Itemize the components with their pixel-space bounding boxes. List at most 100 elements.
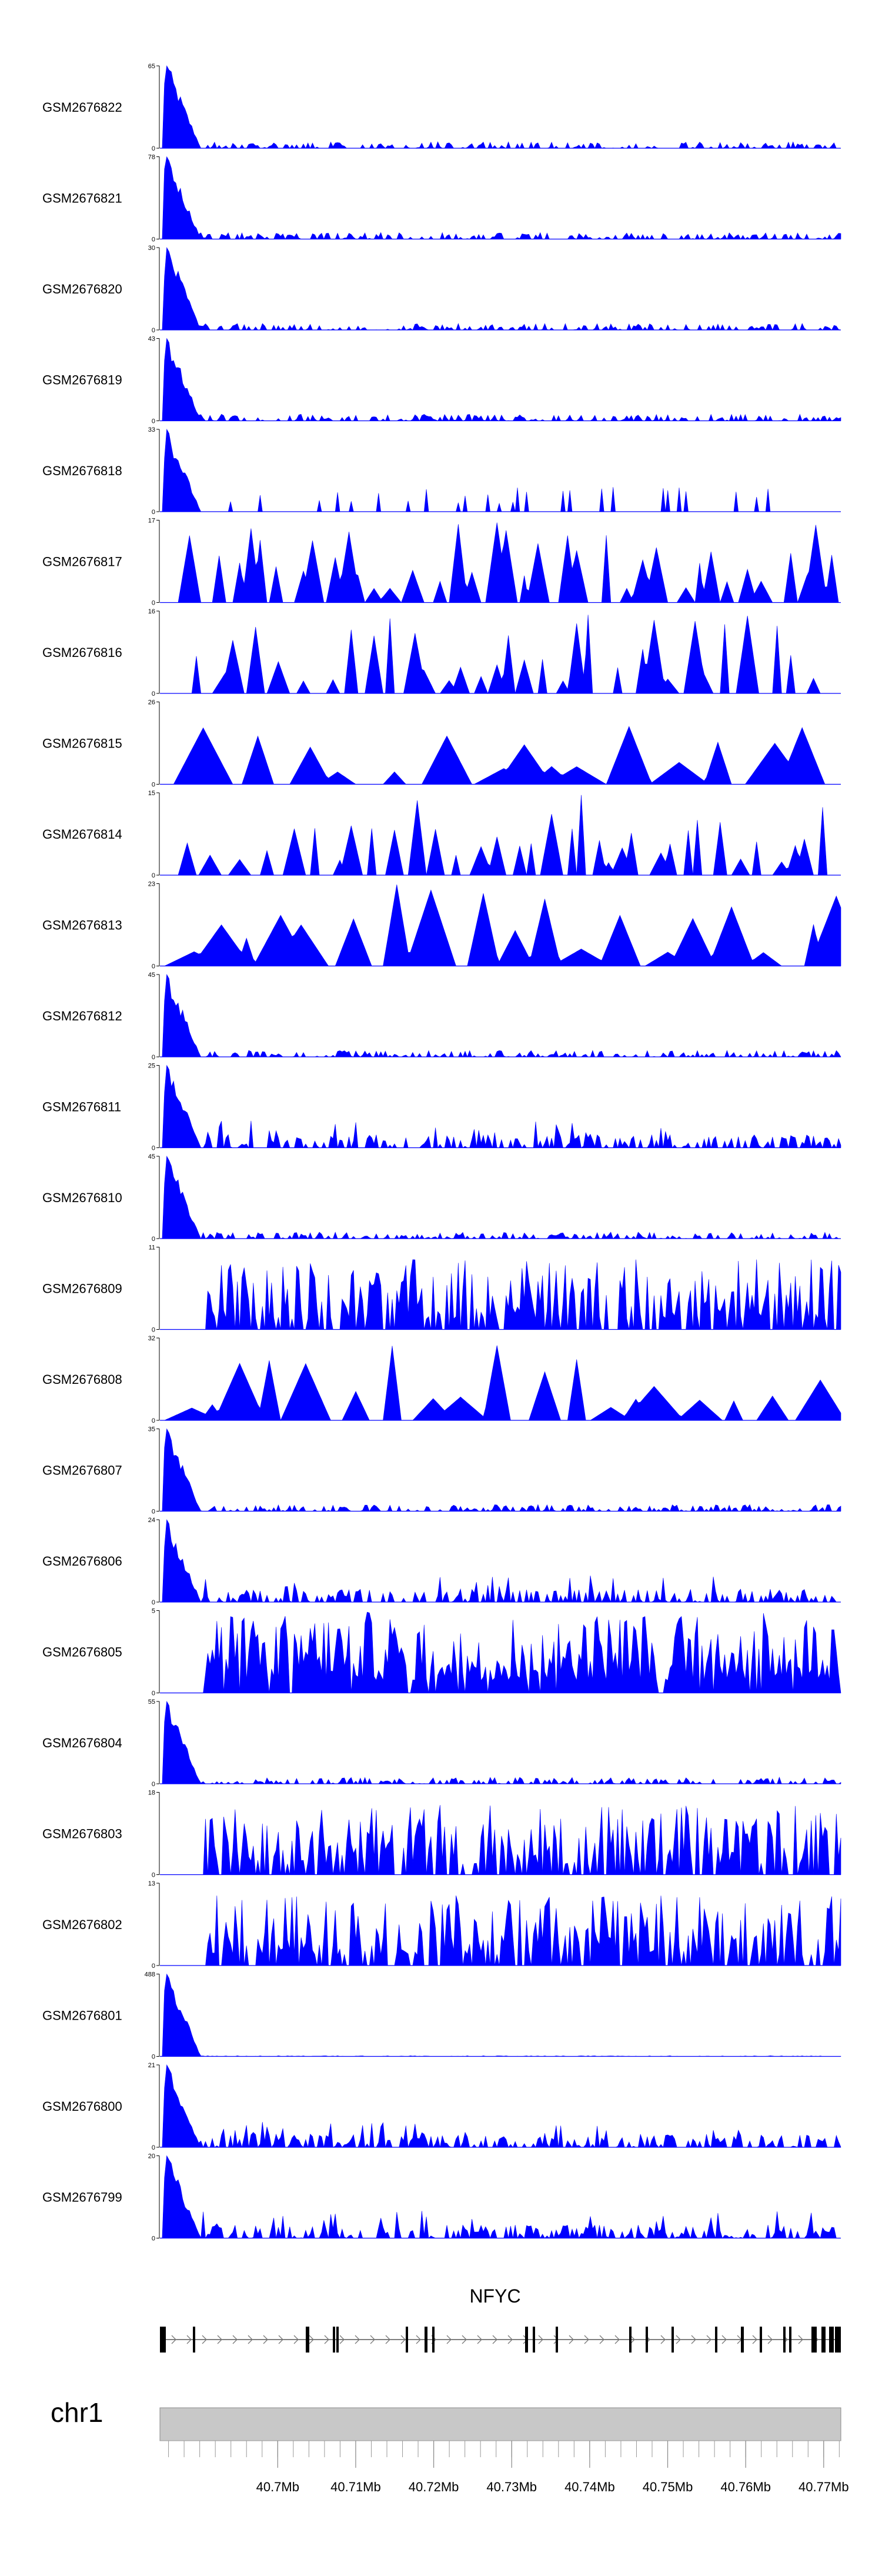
track-gsm2676811: GSM2676811 25 0 bbox=[42, 1063, 841, 1152]
coverage-area bbox=[160, 795, 841, 876]
coverage-area bbox=[160, 1428, 841, 1512]
coverage-area bbox=[160, 246, 841, 331]
track-ymax-label: 21 bbox=[148, 2062, 155, 2069]
gene-exon bbox=[760, 2327, 762, 2353]
strand-arrow bbox=[538, 2335, 543, 2344]
strand-arrow bbox=[217, 2335, 222, 2344]
track-label: GSM2676817 bbox=[42, 555, 122, 569]
track-ymin-label: 0 bbox=[152, 1145, 155, 1152]
track-gsm2676799: GSM2676799 20 0 bbox=[42, 2153, 841, 2243]
coverage-area bbox=[160, 1896, 841, 1966]
strand-arrow bbox=[186, 2335, 192, 2344]
track-ymin-label: 0 bbox=[152, 418, 155, 425]
strand-arrow bbox=[691, 2335, 696, 2344]
strand-arrow bbox=[492, 2335, 497, 2344]
track-ymax-label: 45 bbox=[148, 1153, 155, 1160]
track-ymin-label: 0 bbox=[152, 600, 155, 607]
track-label: GSM2676809 bbox=[42, 1282, 122, 1296]
track-label: GSM2676802 bbox=[42, 1917, 122, 1932]
track-gsm2676809: GSM2676809 11 0 bbox=[42, 1244, 841, 1334]
track-ymin-label: 0 bbox=[152, 690, 155, 698]
strand-arrow bbox=[293, 2335, 299, 2344]
gene-exon bbox=[835, 2327, 841, 2353]
track-gsm2676815: GSM2676815 26 0 bbox=[42, 699, 841, 789]
track-gsm2676805: GSM2676805 5 0 bbox=[42, 1608, 841, 1697]
track-gsm2676810: GSM2676810 45 0 bbox=[42, 1153, 841, 1243]
strand-arrow bbox=[446, 2335, 452, 2344]
chromosome-axis: chr1 40.7Mb 40.71Mb 40.72Mb 40.73Mb 40.74Mb 4… bbox=[51, 2397, 849, 2494]
gene-exon bbox=[525, 2327, 528, 2353]
gene-exon bbox=[783, 2327, 786, 2353]
strand-arrow bbox=[232, 2335, 238, 2344]
coverage-area bbox=[160, 2155, 841, 2239]
track-label: GSM2676805 bbox=[42, 1645, 122, 1660]
gene-annotation-track: NFYC bbox=[160, 2285, 841, 2353]
strand-arrow bbox=[752, 2335, 757, 2344]
track-ymax-label: 26 bbox=[148, 699, 155, 706]
track-ymax-label: 55 bbox=[148, 1699, 155, 1706]
strand-arrow bbox=[309, 2335, 314, 2344]
track-label: GSM2676819 bbox=[42, 373, 122, 388]
strand-arrow bbox=[385, 2335, 390, 2344]
coverage-area bbox=[160, 726, 841, 785]
strand-arrow bbox=[676, 2335, 681, 2344]
track-label: GSM2676803 bbox=[42, 1827, 122, 1841]
coverage-tracks: GSM2676822650GSM2676821780GSM2676820300G… bbox=[42, 63, 841, 2243]
strand-arrow bbox=[416, 2335, 421, 2344]
track-ymax-label: 23 bbox=[148, 881, 155, 888]
gene-name-label: NFYC bbox=[469, 2285, 520, 2307]
coverage-area bbox=[160, 885, 841, 966]
strand-arrow bbox=[507, 2335, 513, 2344]
track-ymax-label: 16 bbox=[148, 608, 155, 615]
strand-arrow bbox=[721, 2335, 727, 2344]
x-tick-label: 40.76Mb bbox=[720, 2480, 771, 2494]
strand-arrow bbox=[171, 2335, 176, 2344]
chromosome-label: chr1 bbox=[51, 2397, 103, 2428]
track-ymax-label: 25 bbox=[148, 1063, 155, 1070]
track-ymin-label: 0 bbox=[152, 2235, 155, 2243]
track-ymin-label: 0 bbox=[152, 2144, 155, 2151]
track-ymax-label: 18 bbox=[148, 1790, 155, 1797]
track-ymin-label: 0 bbox=[152, 509, 155, 516]
track-label: GSM2676799 bbox=[42, 2190, 122, 2205]
track-label: GSM2676801 bbox=[42, 2008, 122, 2023]
track-ymin-label: 0 bbox=[152, 1872, 155, 1879]
track-label: GSM2676820 bbox=[42, 282, 122, 296]
track-label: GSM2676807 bbox=[42, 1463, 122, 1478]
gene-exon bbox=[829, 2327, 834, 2353]
gene-exon bbox=[789, 2327, 791, 2353]
track-gsm2676801: GSM2676801 488 0 bbox=[42, 1971, 841, 2061]
track-gsm2676814: GSM2676814 15 0 bbox=[42, 790, 841, 879]
gene-exon bbox=[715, 2327, 717, 2353]
track-ymax-label: 13 bbox=[148, 1880, 155, 1887]
gene-exon bbox=[333, 2327, 335, 2353]
coverage-area bbox=[160, 1345, 841, 1422]
track-gsm2676817: GSM2676817 17 0 bbox=[42, 518, 841, 607]
track-ymin-label: 0 bbox=[152, 1690, 155, 1697]
track-ymin-label: 0 bbox=[152, 1417, 155, 1424]
gene-exon bbox=[629, 2327, 632, 2353]
strand-arrow bbox=[599, 2335, 604, 2344]
track-ymax-label: 35 bbox=[148, 1426, 155, 1433]
track-ymin-label: 0 bbox=[152, 1236, 155, 1243]
track-ymin-label: 0 bbox=[152, 1781, 155, 1788]
track-label: GSM2676812 bbox=[42, 1009, 122, 1023]
x-tick-label: 40.74Mb bbox=[564, 2480, 615, 2494]
track-label: GSM2676811 bbox=[42, 1100, 121, 1115]
track-label: GSM2676804 bbox=[42, 1736, 122, 1750]
gene-exon bbox=[193, 2327, 195, 2353]
track-ymax-label: 20 bbox=[148, 2153, 155, 2160]
track-ymin-label: 0 bbox=[152, 236, 155, 243]
track-label: GSM2676800 bbox=[42, 2099, 122, 2114]
track-gsm2676800: GSM2676800 21 0 bbox=[42, 2062, 841, 2151]
track-gsm2676803: GSM2676803 18 0 bbox=[42, 1790, 841, 1879]
strand-arrow bbox=[798, 2335, 803, 2344]
track-ymin-label: 0 bbox=[152, 1599, 155, 1606]
x-tick-label: 40.72Mb bbox=[409, 2480, 459, 2494]
track-ymax-label: 65 bbox=[148, 63, 155, 70]
track-label: GSM2676814 bbox=[42, 827, 122, 842]
gene-exon bbox=[821, 2327, 826, 2353]
x-tick-label: 40.77Mb bbox=[799, 2480, 849, 2494]
strand-arrow bbox=[355, 2335, 360, 2344]
track-ymin-label: 0 bbox=[152, 1054, 155, 1061]
